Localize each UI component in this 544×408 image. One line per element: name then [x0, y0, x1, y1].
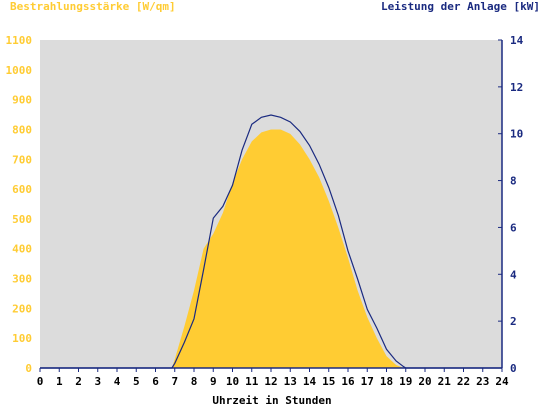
x-tick-label: 5	[133, 375, 140, 388]
x-tick-label: 8	[191, 375, 198, 388]
right-tick-label: 0	[510, 362, 517, 375]
left-tick-label: 500	[12, 213, 32, 226]
left-tick-label: 900	[12, 94, 32, 107]
right-tick-label: 8	[510, 175, 517, 188]
x-tick-label: 9	[210, 375, 217, 388]
right-tick-label: 2	[510, 315, 517, 328]
left-tick-label: 800	[12, 123, 32, 136]
left-tick-label: 200	[12, 302, 32, 315]
right-axis-title: Leistung der Anlage [kW]	[381, 0, 540, 13]
left-tick-label: 100	[12, 332, 32, 345]
x-tick-label: 23	[476, 375, 489, 388]
series-layer	[40, 114, 502, 369]
x-tick-label: 0	[37, 375, 44, 388]
left-tick-label: 600	[12, 183, 32, 196]
x-tick-label: 4	[114, 375, 121, 388]
x-tick-label: 15	[322, 375, 335, 388]
right-tick-label: 6	[510, 221, 517, 234]
x-tick-label: 14	[303, 375, 317, 388]
right-tick-label: 14	[510, 34, 524, 47]
x-tick-label: 7	[171, 375, 178, 388]
left-tick-label: 700	[12, 153, 32, 166]
x-tick-label: 13	[284, 375, 297, 388]
left-tick-label: 1000	[6, 64, 33, 77]
x-tick-label: 11	[245, 375, 259, 388]
irradiance-area	[40, 129, 502, 368]
left-tick-label: 1100	[6, 34, 33, 47]
x-tick-label: 19	[399, 375, 412, 388]
x-tick-label: 24	[495, 375, 509, 388]
left-tick-label: 0	[25, 362, 32, 375]
right-tick-label: 10	[510, 128, 523, 141]
power-line	[40, 114, 502, 369]
x-tick-label: 22	[457, 375, 470, 388]
axes-layer: 0 1 2 3 4 5 6 7 8 9 10 11 12 13 14 15 16 17 18 19 20 21 22 23 24…	[6, 34, 524, 388]
x-tick-label: 3	[94, 375, 101, 388]
x-tick-label: 10	[226, 375, 239, 388]
x-tick-label: 18	[380, 375, 393, 388]
left-tick-label: 300	[12, 273, 32, 286]
x-tick-label: 1	[56, 375, 63, 388]
x-tick-label: 12	[264, 375, 277, 388]
left-tick-label: 400	[12, 243, 32, 256]
x-tick-label: 20	[418, 375, 431, 388]
x-tick-label: 16	[341, 375, 355, 388]
x-tick-label: 6	[152, 375, 159, 388]
right-tick-label: 12	[510, 81, 523, 94]
right-tick-label: 4	[510, 268, 517, 281]
left-axis-title: Bestrahlungsstärke [W/qm]	[10, 0, 176, 13]
x-tick-label: 21	[438, 375, 452, 388]
x-tick-label: 17	[361, 375, 374, 388]
x-tick-label: 2	[75, 375, 82, 388]
x-axis-label: Uhrzeit in Stunden	[212, 394, 332, 407]
